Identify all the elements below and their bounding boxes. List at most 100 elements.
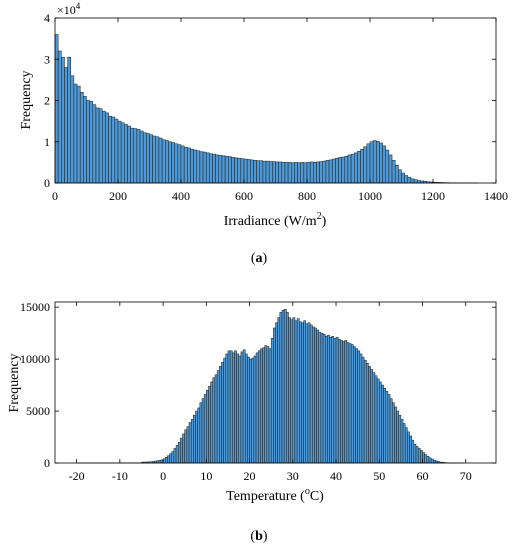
bar-a bbox=[338, 157, 342, 184]
bar-b bbox=[286, 312, 289, 464]
bar-a bbox=[190, 148, 194, 184]
bar-b bbox=[158, 460, 162, 464]
bar-a bbox=[300, 162, 305, 184]
bar-a bbox=[306, 162, 311, 184]
bar-b bbox=[402, 423, 406, 464]
bar-a bbox=[187, 147, 191, 184]
bar-b bbox=[270, 338, 274, 464]
bar-b bbox=[348, 343, 352, 464]
x-tick-label-a: 1000 bbox=[358, 189, 382, 203]
bar-b bbox=[413, 444, 417, 464]
bar-a bbox=[130, 127, 135, 184]
bar-a bbox=[73, 83, 78, 184]
bar-a bbox=[272, 161, 276, 184]
bar-a bbox=[183, 146, 188, 184]
bar-b bbox=[257, 350, 261, 464]
bar-b bbox=[173, 448, 177, 464]
bar-a bbox=[139, 130, 144, 184]
bar-a bbox=[354, 152, 358, 184]
bar-a bbox=[294, 162, 298, 184]
bar-b bbox=[275, 322, 278, 464]
bar-b bbox=[268, 348, 272, 464]
bar-b bbox=[223, 357, 227, 464]
bar-a bbox=[366, 143, 371, 184]
bar-a bbox=[388, 154, 393, 184]
bar-b bbox=[379, 381, 382, 464]
bar-a bbox=[124, 124, 128, 184]
bar-a bbox=[237, 158, 242, 184]
bar-a bbox=[385, 149, 390, 184]
bar-b bbox=[171, 451, 175, 464]
x-tick-label-a: 200 bbox=[109, 189, 127, 203]
bar-b bbox=[318, 331, 322, 464]
bar-b bbox=[264, 345, 268, 464]
bar-b bbox=[214, 374, 218, 464]
bar-b bbox=[409, 435, 412, 464]
bar-b bbox=[167, 455, 170, 464]
bar-a bbox=[372, 140, 377, 184]
bar-b bbox=[169, 453, 172, 464]
x-axis-label-b: Temperature (oC) bbox=[226, 486, 324, 504]
bar-b bbox=[396, 410, 399, 464]
y-tick-label-a: 2 bbox=[44, 94, 50, 108]
bar-a bbox=[89, 101, 94, 184]
x-tick-label-a: 400 bbox=[172, 189, 190, 203]
bar-b bbox=[242, 349, 246, 464]
bar-a bbox=[98, 108, 103, 184]
bar-b bbox=[301, 322, 304, 464]
bar-b bbox=[266, 346, 270, 464]
bar-a bbox=[64, 67, 68, 184]
bar-a bbox=[243, 158, 248, 184]
bar-b bbox=[329, 337, 332, 464]
bar-a bbox=[284, 162, 289, 184]
bar-a bbox=[202, 151, 207, 184]
bar-b bbox=[201, 398, 205, 464]
bar-b bbox=[389, 398, 393, 464]
bar-a bbox=[61, 56, 65, 184]
bar-a bbox=[70, 75, 75, 184]
bar-b bbox=[240, 351, 244, 464]
bar-a bbox=[309, 161, 314, 184]
bar-b bbox=[221, 362, 224, 464]
bar-b bbox=[290, 319, 294, 464]
bar-b bbox=[199, 402, 203, 464]
bar-a bbox=[86, 100, 90, 184]
bar-a bbox=[341, 156, 346, 184]
bar-b bbox=[197, 407, 201, 464]
bar-b bbox=[281, 310, 285, 464]
bar-b bbox=[206, 390, 209, 464]
x-tick-label-b: 30 bbox=[287, 469, 299, 483]
bar-a bbox=[297, 162, 301, 184]
bar-b bbox=[344, 340, 348, 464]
bar-b bbox=[232, 352, 235, 464]
x-tick-label-a: 0 bbox=[52, 189, 58, 203]
y-tick-label-b: 0 bbox=[44, 456, 50, 470]
bar-a bbox=[196, 150, 201, 184]
bar-a bbox=[199, 151, 204, 184]
x-tick-label-b: -20 bbox=[69, 469, 85, 483]
x-tick-label-b: 20 bbox=[244, 469, 256, 483]
y-axis-label-b: Frequency bbox=[7, 353, 22, 412]
bar-a bbox=[146, 133, 150, 184]
bar-b bbox=[391, 402, 395, 464]
bar-b bbox=[307, 322, 311, 464]
bar-a bbox=[256, 160, 261, 184]
bar-a bbox=[158, 137, 163, 184]
bar-a bbox=[117, 120, 122, 184]
bar-a bbox=[319, 161, 324, 184]
bar-b bbox=[212, 377, 216, 464]
bar-b bbox=[175, 445, 179, 464]
y-tick-label-a: 1 bbox=[44, 135, 50, 149]
bar-a bbox=[234, 157, 238, 184]
bar-a bbox=[322, 160, 327, 184]
bar-b bbox=[327, 334, 330, 464]
bar-a bbox=[168, 141, 172, 184]
bar-b bbox=[415, 446, 419, 464]
bar-a bbox=[174, 143, 179, 184]
bar-a bbox=[212, 153, 216, 184]
bar-a bbox=[54, 34, 59, 184]
bar-b bbox=[195, 410, 198, 464]
bar-b bbox=[177, 441, 181, 464]
bar-a bbox=[316, 161, 320, 184]
